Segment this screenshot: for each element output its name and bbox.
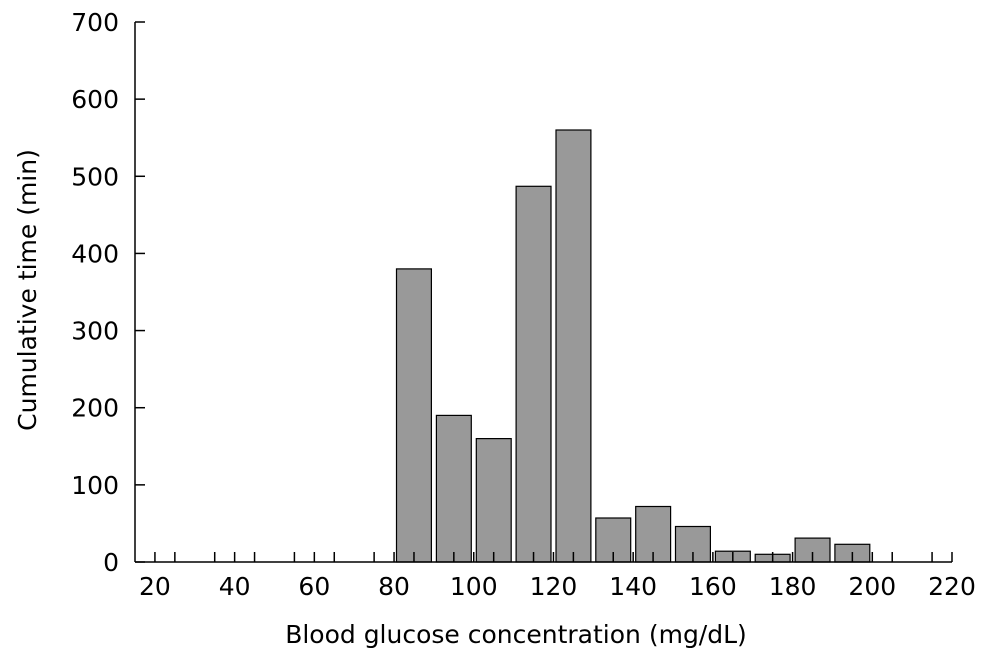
x-tick-label-120: 120 xyxy=(530,572,578,601)
bar-115 xyxy=(515,185,552,563)
y-tick-label-200: 200 xyxy=(71,394,119,423)
x-axis-title: Blood glucose concentration (mg/dL) xyxy=(285,620,747,649)
x-tick-label-140: 140 xyxy=(609,572,657,601)
y-tick-label-0: 0 xyxy=(103,548,119,577)
bar-125 xyxy=(555,129,592,563)
x-tick-label-80: 80 xyxy=(378,572,410,601)
x-tick-label-200: 200 xyxy=(848,572,896,601)
y-tick-label-100: 100 xyxy=(71,471,119,500)
y-tick-label-300: 300 xyxy=(71,317,119,346)
x-tick-label-180: 180 xyxy=(769,572,817,601)
y-tick-label-500: 500 xyxy=(71,162,119,191)
y-tick-label-600: 600 xyxy=(71,85,119,114)
y-tick-label-700: 700 xyxy=(71,8,119,37)
x-tick-label-100: 100 xyxy=(450,572,498,601)
bar-85 xyxy=(395,268,433,563)
x-tick-label-160: 160 xyxy=(689,572,737,601)
plot-area: 0 100 200 300 400 500 600 700 20 40 60 80 100 120 140 1… xyxy=(71,8,976,601)
x-tick-label-40: 40 xyxy=(219,572,251,601)
x-tick-label-220: 220 xyxy=(928,572,976,601)
x-tick-label-60: 60 xyxy=(298,572,330,601)
bar-95 xyxy=(435,414,472,563)
bar-105 xyxy=(475,438,512,563)
y-tick-label-400: 400 xyxy=(71,239,119,268)
x-tick-label-20: 20 xyxy=(139,572,171,601)
y-axis-title: Cumulative time (min) xyxy=(13,149,42,431)
